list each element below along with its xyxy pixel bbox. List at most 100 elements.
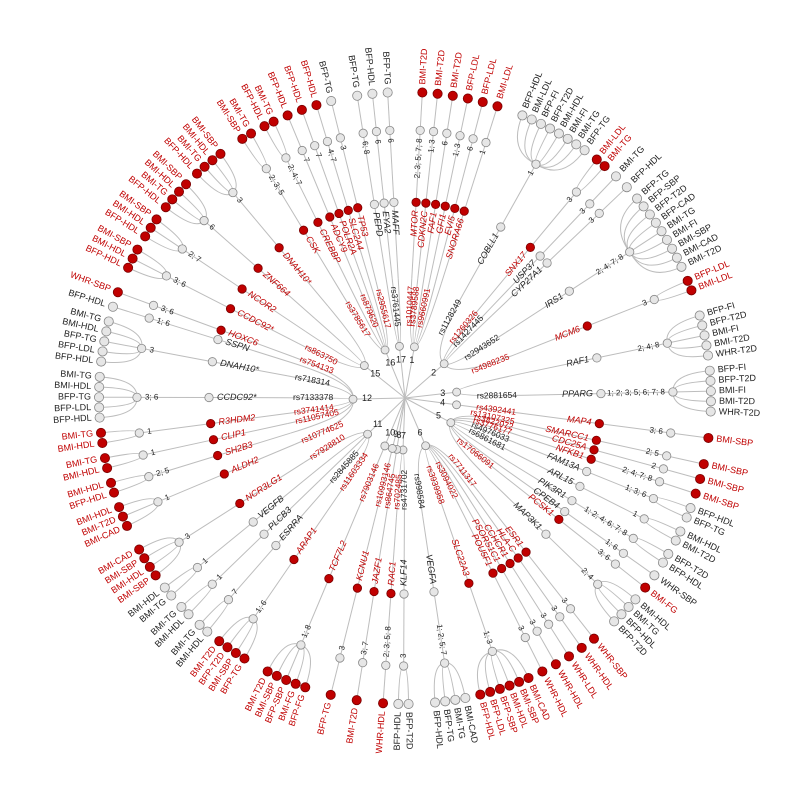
trait-label: BMI-T2D — [344, 707, 360, 745]
node — [497, 564, 505, 572]
edge — [316, 105, 327, 141]
node — [418, 88, 427, 97]
edge — [172, 199, 204, 221]
edge — [420, 92, 422, 130]
node — [98, 347, 107, 356]
trait-label: BFP-HDL — [53, 413, 92, 425]
node — [275, 244, 283, 252]
node — [625, 248, 633, 256]
edge — [621, 199, 638, 252]
edge — [101, 431, 139, 433]
node — [682, 513, 691, 522]
node — [325, 574, 333, 582]
node — [700, 331, 709, 340]
trait-label: WHR-T2D — [719, 406, 761, 418]
node — [208, 156, 217, 165]
gene-label: DNAH10* — [219, 358, 260, 375]
edge — [150, 542, 179, 567]
node — [572, 140, 581, 149]
edge — [576, 160, 597, 192]
group-label: 2; 4; 7; 8 — [621, 465, 654, 483]
chromosome-label: 5 — [436, 410, 441, 420]
node — [698, 321, 707, 330]
node — [686, 503, 695, 512]
edge — [667, 316, 700, 344]
chromosome-label: 1 — [409, 355, 414, 365]
group-label: 3 — [641, 298, 649, 308]
chromosome-label: 11 — [373, 419, 382, 429]
node — [128, 254, 137, 263]
edge — [99, 397, 137, 407]
edge — [200, 599, 229, 624]
chromosome-label: 15 — [370, 369, 380, 379]
node — [706, 376, 715, 385]
group-label: 2; 3; 5; 8 — [381, 625, 392, 657]
group-label: 1; 3 — [451, 142, 463, 157]
edge — [598, 584, 629, 607]
node — [640, 515, 648, 523]
edge — [673, 381, 711, 392]
group-label: 1 — [163, 492, 171, 502]
edge — [536, 144, 576, 167]
node — [657, 227, 666, 236]
edge — [127, 502, 158, 526]
gene-label: TCF7L2 — [327, 539, 349, 573]
node — [103, 463, 112, 472]
group-label: 1 — [631, 509, 640, 519]
node — [104, 317, 113, 326]
node — [671, 536, 680, 545]
edge — [244, 619, 257, 659]
node — [430, 698, 439, 707]
node — [583, 322, 591, 330]
node — [687, 286, 696, 295]
node — [135, 545, 144, 554]
edge — [296, 645, 304, 684]
node — [469, 135, 477, 143]
node — [249, 615, 257, 623]
trait-label: BMI-T2D — [417, 48, 429, 85]
node — [231, 648, 240, 657]
trait-label: BFP-LDL — [464, 53, 481, 91]
edge — [599, 187, 627, 213]
node — [323, 137, 331, 145]
node — [215, 637, 224, 646]
edge — [145, 236, 182, 251]
node — [174, 187, 183, 196]
node — [669, 388, 677, 396]
node — [151, 571, 160, 580]
trait-label: BFP-TG — [317, 60, 335, 94]
node — [404, 699, 413, 708]
node — [168, 195, 177, 204]
node — [167, 591, 176, 600]
edge — [104, 341, 141, 348]
edge — [560, 617, 582, 648]
node — [387, 589, 395, 597]
node — [115, 502, 124, 511]
group-label: 2; 3; 5; 7; 8 — [413, 138, 424, 179]
node — [532, 160, 540, 168]
group-label: 1 — [526, 168, 536, 177]
node — [555, 515, 563, 523]
group-label: 7 — [314, 152, 324, 160]
group-label: 3; 6 — [172, 275, 188, 289]
node — [133, 245, 142, 254]
edge — [615, 564, 645, 588]
group-label: 2; 5 — [155, 466, 171, 479]
node — [326, 690, 335, 699]
node — [440, 360, 448, 368]
node — [390, 198, 398, 206]
node — [429, 127, 437, 135]
edge — [99, 387, 137, 397]
edge — [623, 553, 654, 575]
node — [514, 677, 523, 686]
node — [595, 209, 603, 217]
node — [209, 435, 217, 443]
node — [100, 337, 109, 346]
node — [410, 343, 418, 351]
edge — [460, 99, 468, 136]
node — [97, 357, 106, 366]
node — [706, 397, 715, 406]
node — [378, 699, 387, 708]
node — [161, 203, 170, 212]
